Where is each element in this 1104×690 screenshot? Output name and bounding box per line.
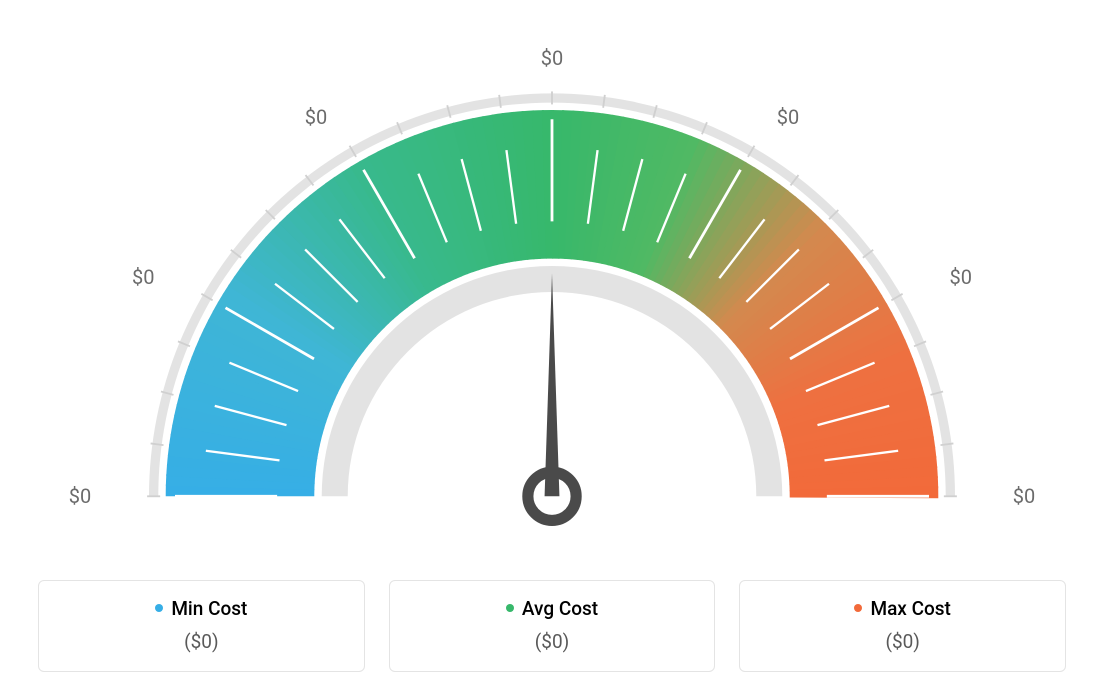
legend-card-max: Max Cost ($0) bbox=[739, 580, 1066, 672]
legend-min-title: Min Cost bbox=[49, 597, 354, 620]
legend-dot-max bbox=[854, 604, 862, 612]
legend-min-value: ($0) bbox=[49, 630, 354, 653]
gauge-chart: $0 $0 $0 $0 $0 $0 $0 bbox=[52, 32, 1052, 552]
legend-max-label: Max Cost bbox=[870, 597, 950, 620]
gauge-tick-label: $0 bbox=[305, 105, 327, 129]
legend-max-title: Max Cost bbox=[750, 597, 1055, 620]
legend-max-value: ($0) bbox=[750, 630, 1055, 653]
legend-min-label: Min Cost bbox=[171, 597, 247, 620]
legend-card-min: Min Cost ($0) bbox=[38, 580, 365, 672]
gauge-tick-label: $0 bbox=[1013, 484, 1035, 508]
legend-avg-title: Avg Cost bbox=[400, 597, 705, 620]
gauge-tick-label: $0 bbox=[69, 484, 91, 508]
gauge-svg bbox=[52, 32, 1052, 552]
legend-avg-value: ($0) bbox=[400, 630, 705, 653]
legend-avg-label: Avg Cost bbox=[522, 597, 598, 620]
gauge-tick-label: $0 bbox=[541, 46, 563, 70]
gauge-tick-label: $0 bbox=[777, 105, 799, 129]
legend-card-avg: Avg Cost ($0) bbox=[389, 580, 716, 672]
gauge-tick-label: $0 bbox=[132, 265, 154, 289]
legend-dot-min bbox=[155, 604, 163, 612]
legend-dot-avg bbox=[506, 604, 514, 612]
legend-row: Min Cost ($0) Avg Cost ($0) Max Cost ($0… bbox=[38, 580, 1066, 672]
gauge-tick-label: $0 bbox=[950, 265, 972, 289]
